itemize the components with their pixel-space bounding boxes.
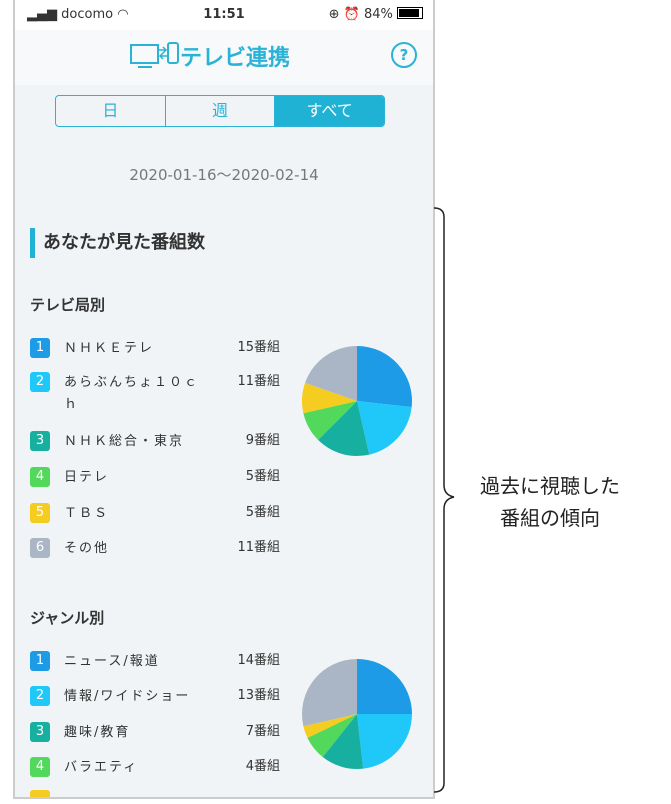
legend-number: 1 <box>30 651 50 671</box>
annotation-line1: 過去に視聴した <box>480 474 620 498</box>
legend-number: 3 <box>30 431 50 451</box>
legend-name: 趣味/教育 <box>64 725 131 740</box>
legend-name: バラエティ <box>64 760 139 775</box>
tab-all[interactable]: すべて <box>275 96 384 126</box>
legend-count: 14番組 <box>237 653 280 668</box>
legend-count: 11番組 <box>237 540 280 555</box>
legend-name: ＮＨＫ総合・東京 <box>64 434 185 449</box>
status-bar: ▂▄▆ docomo ◠ 11:51 ⊕ ⏰ 84% <box>15 0 433 30</box>
annotation-line2: 番組の傾向 <box>500 506 600 530</box>
pie-slice <box>302 659 357 727</box>
app-header: テレビ連携 ? <box>15 30 433 85</box>
pie-slice <box>357 659 412 714</box>
phone-screen: ▂▄▆ docomo ◠ 11:51 ⊕ ⏰ 84% テレビ連携 ? 日 週 す… <box>13 0 435 799</box>
pie-slice <box>318 401 370 456</box>
pie-slice <box>303 714 357 738</box>
signal-icon: ▂▄▆ <box>27 7 57 22</box>
legend-number: 2 <box>30 372 50 392</box>
legend-item-partial <box>30 790 50 797</box>
pie-slice <box>305 346 357 401</box>
legend-number: 6 <box>30 538 50 558</box>
legend-count: 5番組 <box>245 469 280 484</box>
legend-name: その他 <box>64 541 110 556</box>
wifi-icon: ◠ <box>117 7 129 22</box>
legend-item: 4 日テレ 5番組 <box>30 467 280 489</box>
period-tabs: 日 週 すべて <box>55 95 385 127</box>
legend-item: 3 ＮＨＫ総合・東京 9番組 <box>30 431 280 453</box>
legend-count: 5番組 <box>245 505 280 520</box>
pie-slice <box>357 346 412 408</box>
legend-item: 6 その他 11番組 <box>30 538 280 560</box>
legend-number: 2 <box>30 686 50 706</box>
legend-count: 11番組 <box>237 374 280 389</box>
genres-title: ジャンル別 <box>30 609 105 627</box>
stations-title: テレビ局別 <box>30 296 106 314</box>
legend-number: 4 <box>30 757 50 777</box>
rotation-lock-icon: ⊕ <box>328 7 340 22</box>
section-title: あなたが見た番組数 <box>30 228 205 258</box>
genres-pie-chart <box>302 659 412 769</box>
legend-name: 情報/ワイドショー <box>64 689 191 704</box>
bracket <box>433 207 455 793</box>
legend-item: 4 バラエティ 4番組 <box>30 757 280 779</box>
date-range: 2020-01-16〜2020-02-14 <box>129 166 319 184</box>
legend-name: ＮＨＫＥテレ <box>64 341 155 356</box>
annotation: 過去に視聴した 番組の傾向 <box>480 470 620 534</box>
legend-number: 5 <box>30 503 50 523</box>
pie-slice <box>302 382 357 414</box>
legend-item: 2 あらぶんちょ１０ｃｈ 11番組 <box>30 372 280 416</box>
legend-item: 1 ニュース/報道 14番組 <box>30 651 280 673</box>
pie-slice <box>322 714 364 769</box>
legend-name: 日テレ <box>64 470 110 485</box>
legend-name: ニュース/報道 <box>64 654 160 669</box>
legend-number: 4 <box>30 467 50 487</box>
battery-percent: 84% <box>363 7 393 22</box>
legend-count: 13番組 <box>237 688 280 703</box>
legend-item: 5 ＴＢＳ 5番組 <box>30 503 280 525</box>
carrier: docomo <box>61 7 114 22</box>
tab-week[interactable]: 週 <box>166 96 276 126</box>
legend-item: 3 趣味/教育 7番組 <box>30 722 280 744</box>
legend-number: 1 <box>30 338 50 358</box>
legend-count: 4番組 <box>245 759 280 774</box>
legend-number: 3 <box>30 722 50 742</box>
legend-count: 9番組 <box>245 433 280 448</box>
pie-slice <box>307 714 357 758</box>
pie-slice <box>303 401 357 440</box>
battery-icon <box>397 7 423 19</box>
legend-name: ＴＢＳ <box>64 506 110 521</box>
legend-count: 7番組 <box>245 724 280 739</box>
stations-pie-chart <box>302 346 412 456</box>
tv-phone-link-icon <box>130 42 179 68</box>
legend-count: 15番組 <box>237 340 280 355</box>
app-title: テレビ連携 <box>180 46 291 71</box>
clock: 11:51 <box>203 7 245 22</box>
legend-item: 2 情報/ワイドショー 13番組 <box>30 686 280 708</box>
help-button[interactable]: ? <box>391 42 417 68</box>
legend-item: 1 ＮＨＫＥテレ 15番組 <box>30 338 280 360</box>
alarm-icon: ⏰ <box>343 7 360 22</box>
legend-name: あらぶんちょ１０ｃｈ <box>64 375 200 412</box>
tab-day[interactable]: 日 <box>56 96 166 126</box>
pie-slice <box>357 714 412 769</box>
pie-slice <box>357 401 412 455</box>
